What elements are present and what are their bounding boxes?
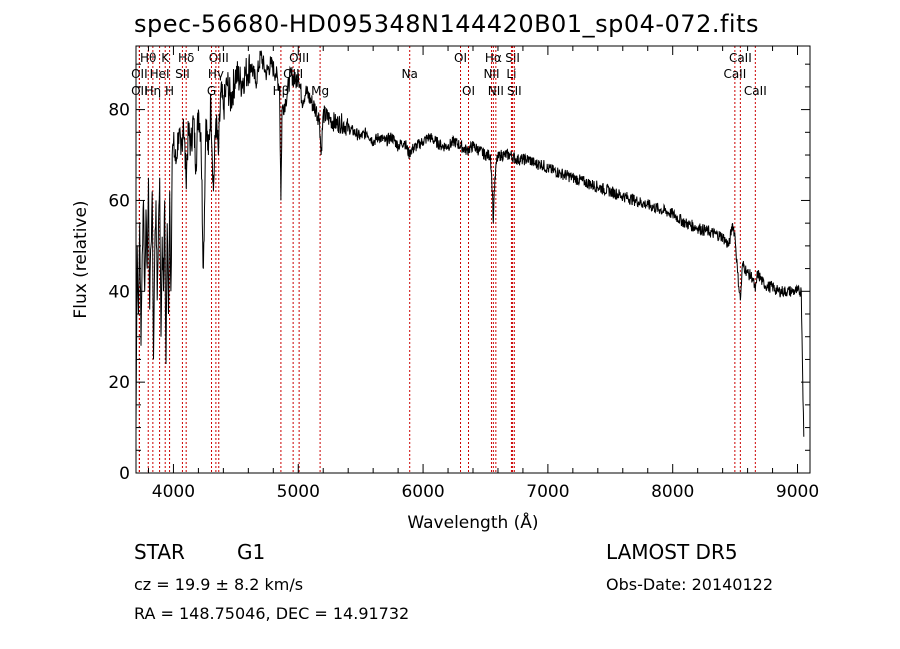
line-label: Mg bbox=[311, 84, 329, 98]
line-label: Hθ bbox=[140, 51, 156, 65]
x-tick-label: 7000 bbox=[526, 482, 569, 502]
x-tick-label: 9000 bbox=[776, 482, 819, 502]
x-tick-label: 5000 bbox=[277, 482, 320, 502]
survey-name: LAMOST DR5 bbox=[606, 540, 738, 564]
line-label: CaII bbox=[729, 51, 752, 65]
plot-frame bbox=[135, 45, 811, 474]
object-subclass: G1 bbox=[237, 540, 266, 564]
redshift-cz: cz = 19.9 ± 8.2 km/s bbox=[134, 575, 304, 594]
line-label: SII bbox=[505, 51, 520, 65]
line-label: NII bbox=[488, 84, 504, 98]
line-label: Na bbox=[402, 67, 418, 81]
line-label: CaII bbox=[744, 84, 767, 98]
line-label: CaII bbox=[723, 67, 746, 81]
x-tick-label: 6000 bbox=[401, 482, 444, 502]
line-label: NII bbox=[483, 67, 499, 81]
y-axis-label: Flux (relative) bbox=[71, 200, 91, 318]
line-label: Hη bbox=[145, 84, 162, 98]
y-tick-label: 0 bbox=[119, 464, 130, 484]
line-label: Hδ bbox=[178, 51, 194, 65]
chart-title: spec-56680-HD095348N144420B01_sp04-072.f… bbox=[134, 10, 759, 38]
line-label: Hα bbox=[485, 51, 502, 65]
line-label: SII bbox=[507, 84, 522, 98]
object-class: STAR bbox=[134, 540, 185, 564]
x-axis-label: Wavelength (Å) bbox=[407, 511, 538, 533]
line-label: Hγ bbox=[208, 67, 224, 81]
line-label: Hβ bbox=[273, 84, 290, 98]
y-tick-label: 40 bbox=[108, 282, 130, 302]
line-label: OII bbox=[131, 84, 148, 98]
line-label: OIII bbox=[289, 51, 309, 65]
line-label: G bbox=[207, 84, 216, 98]
y-tick-label: 20 bbox=[108, 373, 130, 393]
line-label: HeI bbox=[150, 67, 170, 81]
line-label: SII bbox=[175, 67, 190, 81]
spectrum-line bbox=[135, 50, 805, 437]
line-label: H bbox=[165, 84, 174, 98]
x-tick-label: 8000 bbox=[651, 482, 694, 502]
ra-dec-coordinates: RA = 148.75046, DEC = 14.91732 bbox=[134, 604, 410, 623]
x-tick-label: 4000 bbox=[152, 482, 195, 502]
line-label: OIII bbox=[209, 51, 229, 65]
line-label: Li bbox=[506, 67, 516, 81]
line-label: OI bbox=[462, 84, 475, 98]
line-label: K bbox=[161, 51, 170, 65]
line-label: OI bbox=[454, 51, 467, 65]
y-tick-label: 80 bbox=[108, 101, 130, 121]
observation-date: Obs-Date: 20140122 bbox=[606, 575, 774, 594]
y-tick-label: 60 bbox=[108, 191, 130, 211]
